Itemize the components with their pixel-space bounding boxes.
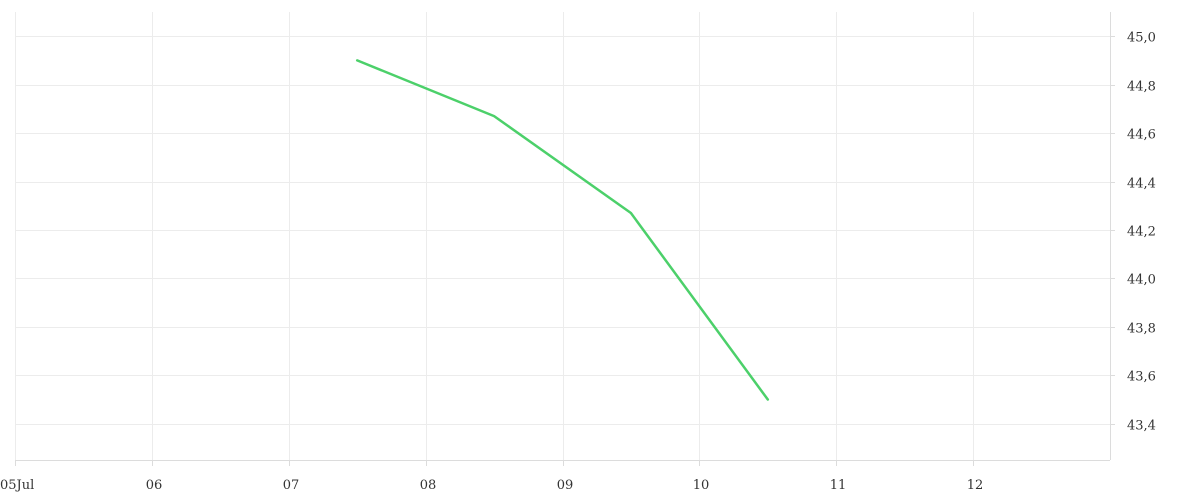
y-tick-label: 43,6: [1127, 370, 1156, 385]
y-tick-label: 44,8: [1127, 80, 1156, 95]
x-tick-label: 09: [557, 478, 574, 493]
series-group: [355, 59, 770, 401]
y-tick-label: 45,0: [1127, 31, 1156, 46]
x-tick-label: 06: [146, 478, 163, 493]
y-tick-label: 44,0: [1127, 273, 1156, 288]
y-tick-label: 43,8: [1127, 322, 1156, 337]
series-line: [355, 59, 770, 401]
x-tick-label: 08: [420, 478, 437, 493]
y-tick-label: 44,4: [1127, 177, 1156, 192]
x-tick-label: 07: [283, 478, 300, 493]
x-tick-label: 11: [830, 478, 847, 493]
x-tick-label: 10: [693, 478, 710, 493]
y-tick-label: 44,6: [1127, 128, 1156, 143]
y-tick-label: 44,2: [1127, 225, 1156, 240]
x-tick-label: 12: [967, 478, 984, 493]
y-gridlines: [15, 36, 1110, 425]
x-tick-label: 05Jul: [0, 478, 34, 493]
y-ticks: 43,4 43,6 43,8 44,0 44,2 44,4 44,6 44,8 45,0: [1110, 31, 1156, 434]
y-tick-label: 43,4: [1127, 419, 1156, 434]
x-gridlines: [15, 12, 974, 460]
x-ticks: 05Jul 06 07 08 09 10 11 12: [0, 460, 983, 493]
